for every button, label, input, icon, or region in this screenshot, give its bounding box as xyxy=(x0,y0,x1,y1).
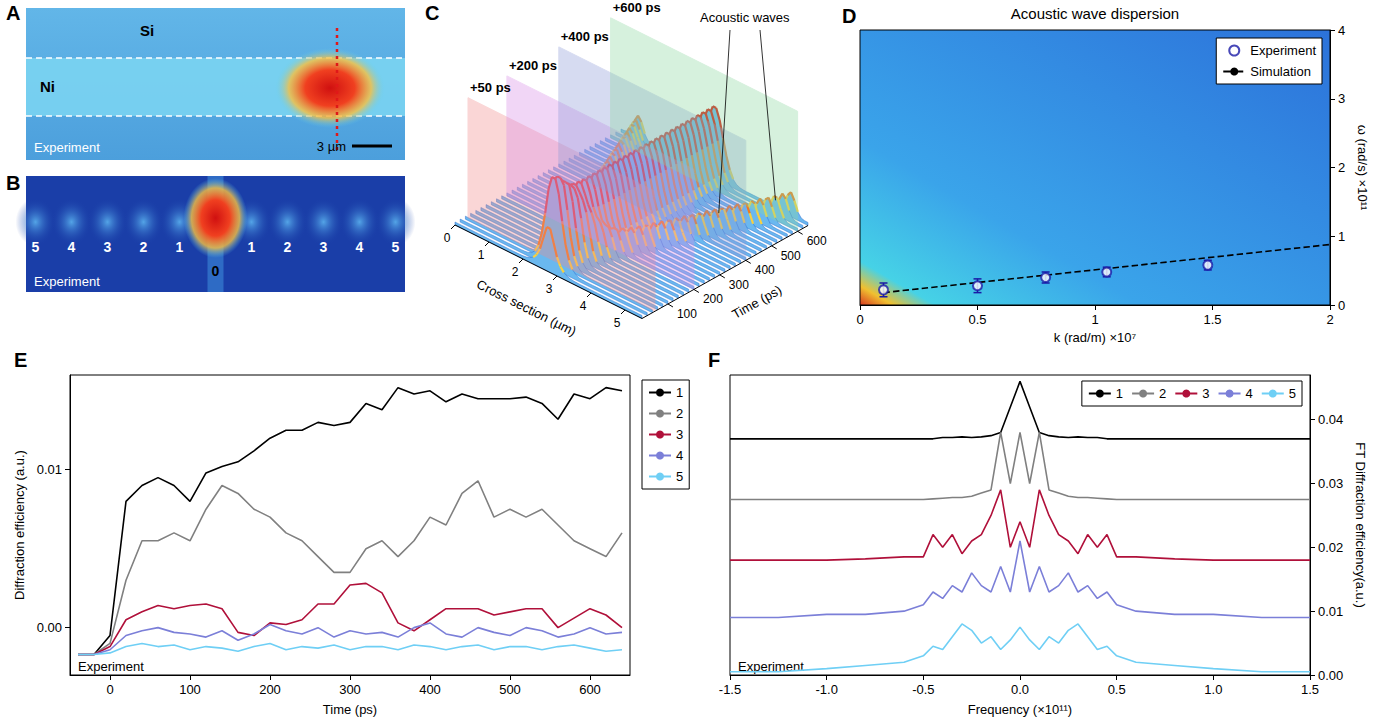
svg-text:1.0: 1.0 xyxy=(1204,682,1222,697)
svg-text:4: 4 xyxy=(356,239,364,255)
svg-text:0: 0 xyxy=(1338,298,1345,313)
svg-text:F: F xyxy=(708,349,720,371)
svg-text:Experiment: Experiment xyxy=(34,274,100,289)
svg-text:1: 1 xyxy=(248,239,256,255)
svg-text:0.01: 0.01 xyxy=(37,462,62,477)
svg-text:500: 500 xyxy=(499,682,521,697)
svg-text:5: 5 xyxy=(676,469,683,484)
svg-text:0: 0 xyxy=(212,263,220,279)
svg-text:D: D xyxy=(842,5,856,27)
svg-text:4: 4 xyxy=(68,239,76,255)
svg-text:3: 3 xyxy=(546,282,553,296)
svg-text:Simulation: Simulation xyxy=(1250,64,1311,79)
svg-text:ω (rad/s) ×10¹¹: ω (rad/s) ×10¹¹ xyxy=(1355,125,1370,211)
svg-text:100: 100 xyxy=(677,307,697,321)
svg-text:400: 400 xyxy=(755,263,775,277)
svg-text:Acoustic waves: Acoustic waves xyxy=(700,10,790,25)
svg-text:E: E xyxy=(14,349,27,371)
svg-text:2: 2 xyxy=(1338,160,1345,175)
svg-text:0: 0 xyxy=(856,312,863,327)
svg-text:1.5: 1.5 xyxy=(1203,312,1221,327)
svg-text:0.04: 0.04 xyxy=(1318,412,1343,427)
svg-text:200: 200 xyxy=(703,292,723,306)
svg-text:4: 4 xyxy=(676,448,683,463)
svg-text:600: 600 xyxy=(807,234,827,248)
svg-text:Frequency (×10¹¹): Frequency (×10¹¹) xyxy=(968,702,1072,717)
svg-text:FT Diffraction efficiency(a.u.: FT Diffraction efficiency(a.u.) xyxy=(1353,442,1368,607)
svg-text:k (rad/m) ×10⁷: k (rad/m) ×10⁷ xyxy=(1054,330,1137,345)
svg-text:1: 1 xyxy=(676,385,683,400)
svg-text:+200 ps: +200 ps xyxy=(509,58,557,73)
svg-text:1: 1 xyxy=(1116,386,1123,401)
svg-text:600: 600 xyxy=(579,682,601,697)
svg-text:Si: Si xyxy=(140,22,154,39)
svg-text:Diffraction efficiency (a.u.): Diffraction efficiency (a.u.) xyxy=(12,450,27,600)
svg-text:B: B xyxy=(6,172,20,194)
svg-text:1: 1 xyxy=(1091,312,1098,327)
svg-text:0.03: 0.03 xyxy=(1318,476,1343,491)
svg-text:5: 5 xyxy=(1289,386,1296,401)
svg-text:4: 4 xyxy=(580,299,587,313)
svg-text:0.01: 0.01 xyxy=(1318,604,1343,619)
svg-text:300: 300 xyxy=(339,682,361,697)
svg-text:Ni: Ni xyxy=(40,78,55,95)
svg-text:0: 0 xyxy=(106,682,113,697)
svg-text:5: 5 xyxy=(32,239,40,255)
svg-text:0.02: 0.02 xyxy=(1318,540,1343,555)
svg-text:-1.5: -1.5 xyxy=(719,682,741,697)
svg-text:C: C xyxy=(425,2,439,24)
svg-text:2: 2 xyxy=(1326,312,1333,327)
svg-text:0.5: 0.5 xyxy=(1108,682,1126,697)
svg-text:Experiment: Experiment xyxy=(1250,43,1316,58)
svg-text:3: 3 xyxy=(1338,91,1345,106)
svg-text:1: 1 xyxy=(176,239,184,255)
svg-text:0.5: 0.5 xyxy=(968,312,986,327)
svg-text:+600 ps: +600 ps xyxy=(613,0,661,15)
svg-text:3: 3 xyxy=(320,239,328,255)
svg-text:1: 1 xyxy=(478,248,485,262)
svg-text:Experiment: Experiment xyxy=(78,659,144,674)
svg-text:Cross section (µm): Cross section (µm) xyxy=(474,277,578,339)
svg-text:+50 ps: +50 ps xyxy=(470,80,511,95)
svg-text:100: 100 xyxy=(179,682,201,697)
svg-text:3: 3 xyxy=(1202,386,1209,401)
svg-text:2: 2 xyxy=(1159,386,1166,401)
svg-text:Experiment: Experiment xyxy=(738,659,804,674)
svg-text:Acoustic wave dispersion: Acoustic wave dispersion xyxy=(1011,5,1179,22)
svg-text:500: 500 xyxy=(781,249,801,263)
svg-text:2: 2 xyxy=(512,265,519,279)
svg-text:-1.0: -1.0 xyxy=(815,682,837,697)
svg-text:3: 3 xyxy=(676,427,683,442)
svg-text:Time (ps): Time (ps) xyxy=(729,282,784,322)
svg-text:0: 0 xyxy=(444,231,451,245)
svg-text:400: 400 xyxy=(419,682,441,697)
svg-text:+400 ps: +400 ps xyxy=(561,29,609,44)
svg-text:5: 5 xyxy=(392,239,400,255)
svg-text:0.0: 0.0 xyxy=(1011,682,1029,697)
svg-text:Time (ps): Time (ps) xyxy=(323,702,377,717)
svg-text:1.5: 1.5 xyxy=(1301,682,1319,697)
svg-text:300: 300 xyxy=(729,278,749,292)
svg-text:4: 4 xyxy=(1338,23,1345,38)
svg-text:4: 4 xyxy=(1246,386,1253,401)
svg-text:5: 5 xyxy=(614,316,621,330)
svg-text:A: A xyxy=(6,2,20,24)
svg-text:1: 1 xyxy=(1338,229,1345,244)
svg-text:2: 2 xyxy=(140,239,148,255)
svg-text:-0.5: -0.5 xyxy=(912,682,934,697)
svg-text:Experiment: Experiment xyxy=(34,140,100,155)
svg-text:2: 2 xyxy=(284,239,292,255)
svg-text:2: 2 xyxy=(676,406,683,421)
svg-text:3 µm: 3 µm xyxy=(317,139,346,154)
svg-text:0.00: 0.00 xyxy=(1318,668,1343,683)
svg-text:200: 200 xyxy=(259,682,281,697)
svg-text:0.00: 0.00 xyxy=(37,620,62,635)
svg-text:3: 3 xyxy=(104,239,112,255)
